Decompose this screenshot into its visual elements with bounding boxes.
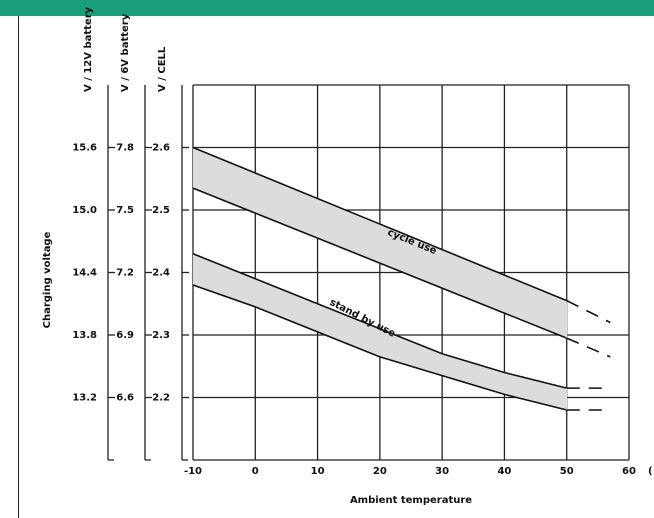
band-extrapolation-0-0: [566, 299, 611, 324]
x-tick-label: 20: [373, 466, 387, 477]
band-extrapolation-0-1: [566, 337, 611, 358]
x-unit-fragment: (: [648, 466, 653, 477]
voltage-tick-label: 2.3: [152, 330, 170, 341]
band-lower-line-1: [192, 284, 567, 411]
band-fill-1: [193, 253, 567, 410]
x-tick-label: 0: [252, 466, 259, 477]
voltage-tick-label: 14.4: [72, 268, 97, 279]
voltage-tick-label: 7.2: [116, 268, 134, 279]
voltage-tick-label: 2.6: [152, 143, 170, 154]
voltage-tick-label: 13.2: [72, 393, 97, 404]
voltage-tick-label: 2.5: [152, 205, 170, 216]
voltage-tick-label: 2.2: [152, 393, 170, 404]
band-upper-line-0: [192, 146, 568, 302]
voltage-tick-label: 6.9: [116, 330, 134, 341]
x-tick-label: 60: [622, 466, 636, 477]
voltage-axis-title: V / 6V battery: [120, 13, 131, 92]
band-upper-line-1: [192, 253, 567, 389]
voltage-tick-label: 6.6: [116, 393, 134, 404]
y-axis-title: Charging voltage: [42, 231, 53, 328]
voltage-axis-title: V / CELL: [157, 46, 168, 92]
x-tick-label: 30: [435, 466, 449, 477]
x-tick-label: 40: [497, 466, 511, 477]
voltage-tick-label: 7.8: [116, 143, 134, 154]
voltage-axis-title: V / 12V battery: [83, 6, 94, 92]
axes: -10 0 10 20 30 40 50 60 15.6 15.0 14.4 13.8 13.2 V / …: [72, 6, 636, 477]
header-bar: [0, 0, 654, 16]
voltage-tick-label: 13.8: [72, 330, 97, 341]
band-fill-0: [193, 147, 567, 339]
page-border: [18, 16, 19, 518]
x-tick-label: 50: [560, 466, 574, 477]
voltage-tick-label: 7.5: [116, 205, 134, 216]
x-tick-label: -10: [184, 466, 202, 477]
x-tick-label: 10: [311, 466, 325, 477]
band-lower-line-0: [192, 187, 568, 339]
voltage-tick-label: 15.6: [72, 143, 97, 154]
x-axis-title: Ambient temperature: [350, 495, 472, 506]
voltage-tick-label: 2.4: [152, 268, 170, 279]
voltage-tick-label: 15.0: [72, 205, 97, 216]
